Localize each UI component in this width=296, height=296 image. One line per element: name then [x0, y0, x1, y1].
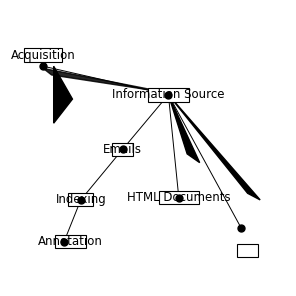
- Text: Annotation: Annotation: [38, 235, 103, 248]
- FancyBboxPatch shape: [159, 191, 199, 204]
- Text: Information Source: Information Source: [112, 88, 225, 101]
- Polygon shape: [43, 68, 166, 92]
- Polygon shape: [168, 95, 260, 200]
- Text: Indexing: Indexing: [55, 193, 106, 206]
- Polygon shape: [54, 66, 73, 123]
- FancyBboxPatch shape: [112, 143, 133, 156]
- Polygon shape: [168, 95, 200, 163]
- FancyBboxPatch shape: [25, 48, 62, 62]
- Text: Acquisition: Acquisition: [11, 49, 76, 62]
- FancyBboxPatch shape: [68, 193, 93, 207]
- FancyBboxPatch shape: [55, 235, 86, 248]
- Text: HTML Documents: HTML Documents: [127, 191, 231, 204]
- FancyBboxPatch shape: [147, 88, 189, 102]
- FancyBboxPatch shape: [237, 244, 258, 257]
- Text: Emails: Emails: [103, 143, 142, 156]
